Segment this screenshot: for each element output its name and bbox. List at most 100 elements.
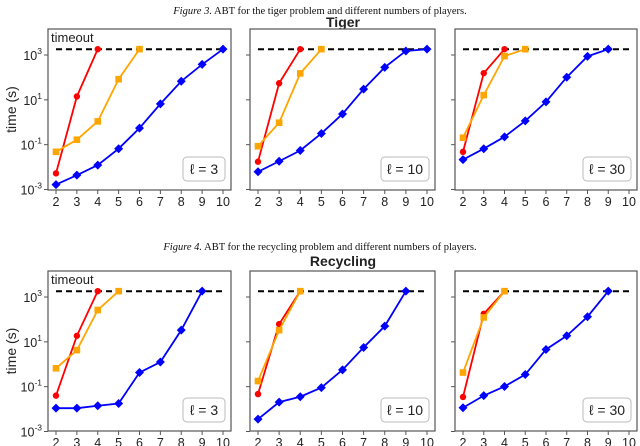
data-point — [338, 365, 347, 375]
x-tick-label: 8 — [584, 436, 591, 446]
x-tick-label: 6 — [543, 195, 550, 209]
y-tick-label: 103 — [23, 46, 42, 63]
data-point — [197, 59, 207, 69]
data-point — [480, 314, 488, 321]
timeout-label: timeout — [51, 272, 94, 287]
data-point — [114, 398, 124, 408]
data-point — [380, 321, 390, 331]
data-point — [295, 145, 305, 155]
data-point — [316, 383, 326, 393]
y-tick-base: 10 — [21, 381, 35, 395]
legend-label: ℓ = 3 — [190, 402, 218, 418]
x-tick-label: 2 — [460, 195, 467, 209]
series-line-square — [257, 48, 323, 147]
x-tick-label: 5 — [115, 195, 122, 209]
data-point — [459, 393, 467, 401]
data-point — [275, 326, 283, 334]
data-point — [114, 144, 124, 154]
panel-2: 2 3 4 5 6 7 8 9 10 ℓ = 10 — [246, 28, 436, 209]
y-tick-base: 10 — [23, 49, 37, 63]
y-tick-label: 101 — [23, 91, 42, 108]
data-point — [296, 287, 304, 295]
x-tick-label: 7 — [563, 436, 570, 446]
data-point — [459, 134, 467, 142]
x-tick-label: 5 — [318, 195, 325, 209]
data-point — [295, 392, 305, 402]
data-point — [275, 80, 283, 87]
data-point — [318, 45, 325, 53]
data-point — [501, 45, 508, 53]
data-point — [51, 180, 61, 190]
x-tick-label: 9 — [605, 436, 612, 446]
data-point — [458, 403, 468, 413]
x-tick-label: 5 — [115, 436, 122, 446]
x-tick-label: 4 — [297, 195, 304, 209]
x-tick-label: 5 — [522, 195, 529, 209]
x-tick-label: 9 — [199, 195, 206, 209]
data-point — [72, 403, 82, 413]
x-tick-label: 10 — [622, 195, 636, 209]
legend-label: ℓ = 10 — [387, 161, 423, 177]
x-tick-label: 3 — [276, 195, 283, 209]
data-point — [52, 392, 60, 399]
caption-text: ABT for the recycling problem and differ… — [202, 242, 477, 253]
legend-label: ℓ = 3 — [190, 161, 218, 177]
data-point — [94, 45, 101, 53]
legend-box — [182, 156, 226, 182]
data-point — [338, 109, 347, 119]
data-point — [52, 170, 60, 177]
y-tick-exponent: -1 — [34, 136, 42, 146]
data-point — [583, 51, 592, 61]
x-tick-label: 9 — [402, 436, 409, 446]
data-point — [480, 69, 487, 77]
x-tick-label: 9 — [199, 436, 206, 446]
x-tick-label: 7 — [563, 195, 570, 209]
data-point — [316, 128, 326, 138]
y-tick-base: 10 — [21, 139, 35, 153]
data-point — [459, 148, 467, 156]
y-tick-exponent: -3 — [34, 423, 42, 433]
x-tick-label: 10 — [420, 195, 434, 209]
x-tick-label: 10 — [420, 436, 434, 446]
x-tick-label: 2 — [255, 195, 262, 209]
legend-label: ℓ = 30 — [589, 161, 625, 177]
chart-title: Recycling — [310, 253, 376, 269]
data-point — [603, 44, 613, 54]
data-point — [254, 158, 262, 165]
y-tick-exponent: -3 — [34, 181, 42, 191]
x-tick-label: 6 — [136, 436, 143, 446]
series-line-diamond — [462, 290, 609, 409]
x-tick-label: 8 — [381, 195, 388, 209]
legend-label: ℓ = 30 — [589, 402, 625, 418]
x-tick-label: 7 — [360, 436, 367, 446]
data-point — [480, 91, 488, 99]
data-point — [73, 136, 81, 144]
data-point — [501, 287, 508, 295]
x-tick-label: 6 — [339, 436, 346, 446]
data-point — [297, 45, 304, 53]
caption-text: ABT for the tiger problem and different … — [212, 6, 467, 17]
data-point — [422, 44, 432, 54]
x-tick-label: 7 — [157, 436, 164, 446]
x-tick-label: 5 — [318, 436, 325, 446]
data-point — [274, 397, 284, 407]
timeout-label: timeout — [51, 30, 94, 45]
x-tick-label: 8 — [178, 436, 185, 446]
data-point — [520, 370, 530, 380]
x-tick-label: 5 — [522, 436, 529, 446]
data-point — [93, 160, 103, 170]
data-point — [501, 52, 508, 60]
data-point — [155, 99, 165, 109]
data-point — [500, 381, 509, 391]
data-point — [254, 390, 262, 398]
data-point — [380, 62, 390, 72]
data-point — [541, 344, 551, 354]
x-tick-label: 9 — [402, 195, 409, 209]
x-tick-label: 10 — [216, 195, 230, 209]
x-tick-label: 4 — [297, 436, 304, 446]
data-point — [253, 167, 263, 177]
y-axis-label: time (s) — [3, 328, 19, 375]
